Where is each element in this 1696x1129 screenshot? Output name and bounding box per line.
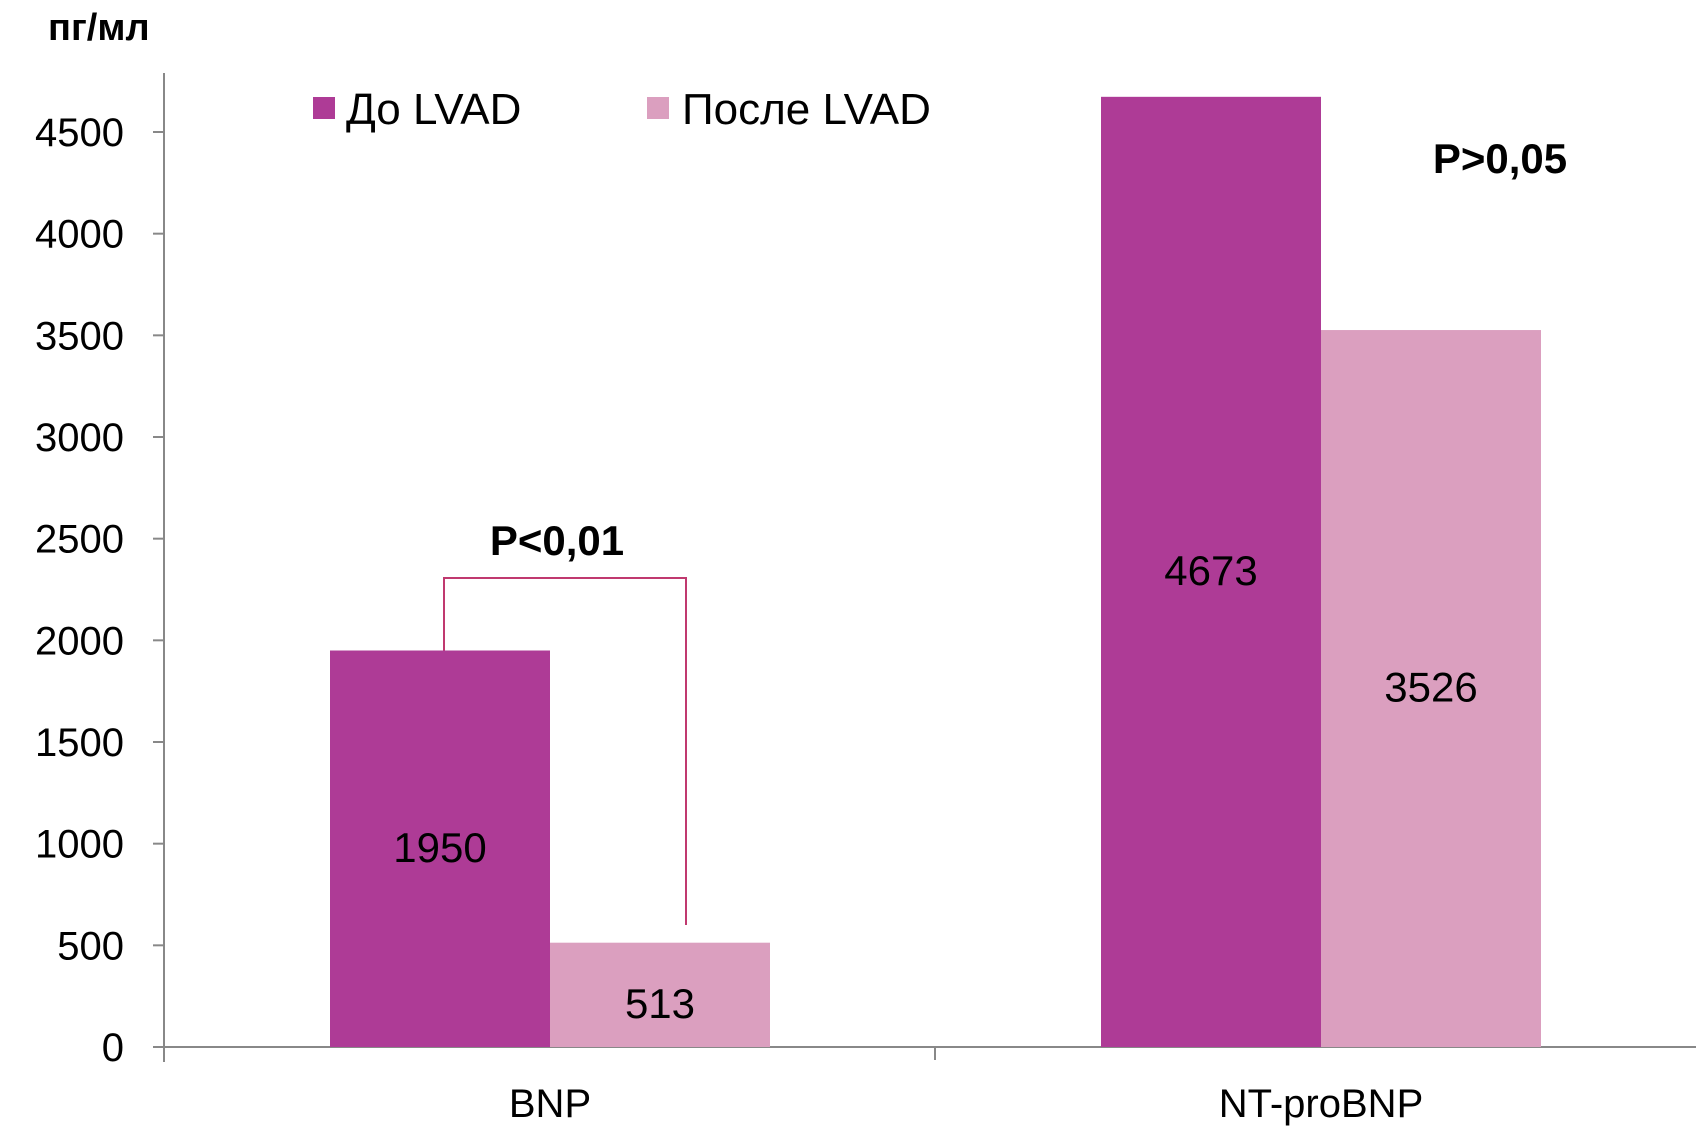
y-tick-label: 500 [57, 924, 124, 968]
data-label: 3526 [1384, 664, 1477, 711]
data-labels: 1950 4673 513 3526 [393, 547, 1477, 1027]
x-tick-label: BNP [509, 1082, 591, 1126]
y-tick-label: 0 [102, 1026, 124, 1070]
bar-bnp-series-0 [330, 650, 550, 1047]
bar-nt-probnp-series-1 [1321, 330, 1541, 1048]
p-value-ntprobnp: P>0,05 [1433, 135, 1567, 182]
y-tick-label: 3000 [35, 416, 124, 460]
data-label: 1950 [393, 824, 486, 871]
y-tick-label: 2500 [35, 518, 124, 562]
legend-label-series-1: После LVAD [682, 85, 931, 134]
y-tick-label: 3500 [35, 314, 124, 358]
y-axis-unit-label: пг/мл [48, 7, 150, 49]
bar-nt-probnp-series-0 [1101, 96, 1321, 1047]
legend-swatch-series-1 [647, 97, 669, 119]
axes: 0 500 1000 1500 2000 2500 3000 3500 4000 4500 BNP N… [35, 73, 1696, 1126]
p-value-annotations: P<0,01 P>0,05 [443, 135, 1567, 925]
x-tick-label: NT-proBNP [1219, 1082, 1424, 1126]
legend-label-series-0: До LVAD [346, 85, 521, 134]
data-label: 4673 [1164, 547, 1257, 594]
bars [330, 96, 1541, 1048]
legend-swatch-series-0 [313, 97, 335, 119]
data-label: 513 [625, 980, 695, 1027]
bar-bnp-series-1 [550, 942, 770, 1047]
y-tick-label: 1000 [35, 823, 124, 867]
y-tick-label: 4000 [35, 213, 124, 257]
y-tick-label: 4500 [35, 111, 124, 155]
y-tick-label: 2000 [35, 619, 124, 663]
p-value-bnp: P<0,01 [490, 517, 624, 564]
y-tick-label: 1500 [35, 721, 124, 765]
significance-bracket [443, 577, 687, 925]
legend: До LVAD После LVAD [313, 85, 931, 134]
